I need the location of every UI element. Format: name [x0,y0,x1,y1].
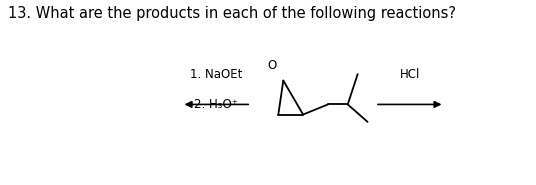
Text: O: O [268,59,277,72]
Text: 2. H₃O⁺: 2. H₃O⁺ [195,98,239,111]
Text: 1. NaOEt: 1. NaOEt [190,68,243,81]
Text: 13. What are the products in each of the following reactions?: 13. What are the products in each of the… [8,6,456,21]
Text: HCl: HCl [399,68,420,81]
